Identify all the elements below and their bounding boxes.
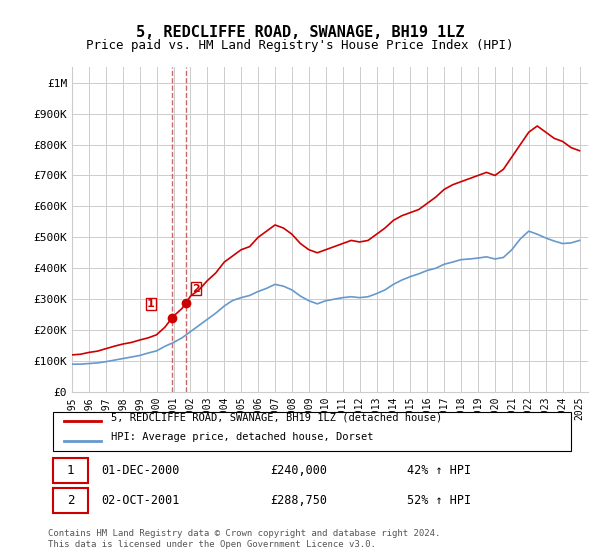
- Text: Price paid vs. HM Land Registry's House Price Index (HPI): Price paid vs. HM Land Registry's House …: [86, 39, 514, 52]
- Text: 1: 1: [67, 464, 74, 477]
- Text: 02-OCT-2001: 02-OCT-2001: [101, 494, 179, 507]
- FancyBboxPatch shape: [53, 412, 571, 451]
- Text: 2: 2: [192, 283, 200, 293]
- Text: 2: 2: [67, 494, 74, 507]
- Text: 52% ↑ HPI: 52% ↑ HPI: [407, 494, 471, 507]
- Text: 01-DEC-2000: 01-DEC-2000: [101, 464, 179, 477]
- Text: Contains HM Land Registry data © Crown copyright and database right 2024.
This d: Contains HM Land Registry data © Crown c…: [48, 529, 440, 549]
- Text: £288,750: £288,750: [270, 494, 327, 507]
- Text: £240,000: £240,000: [270, 464, 327, 477]
- Text: 1: 1: [147, 298, 155, 309]
- FancyBboxPatch shape: [53, 488, 88, 513]
- FancyBboxPatch shape: [53, 458, 88, 483]
- Text: 5, REDCLIFFE ROAD, SWANAGE, BH19 1LZ (detached house): 5, REDCLIFFE ROAD, SWANAGE, BH19 1LZ (de…: [112, 413, 443, 423]
- Text: 5, REDCLIFFE ROAD, SWANAGE, BH19 1LZ: 5, REDCLIFFE ROAD, SWANAGE, BH19 1LZ: [136, 25, 464, 40]
- Text: 42% ↑ HPI: 42% ↑ HPI: [407, 464, 471, 477]
- Text: HPI: Average price, detached house, Dorset: HPI: Average price, detached house, Dors…: [112, 432, 374, 442]
